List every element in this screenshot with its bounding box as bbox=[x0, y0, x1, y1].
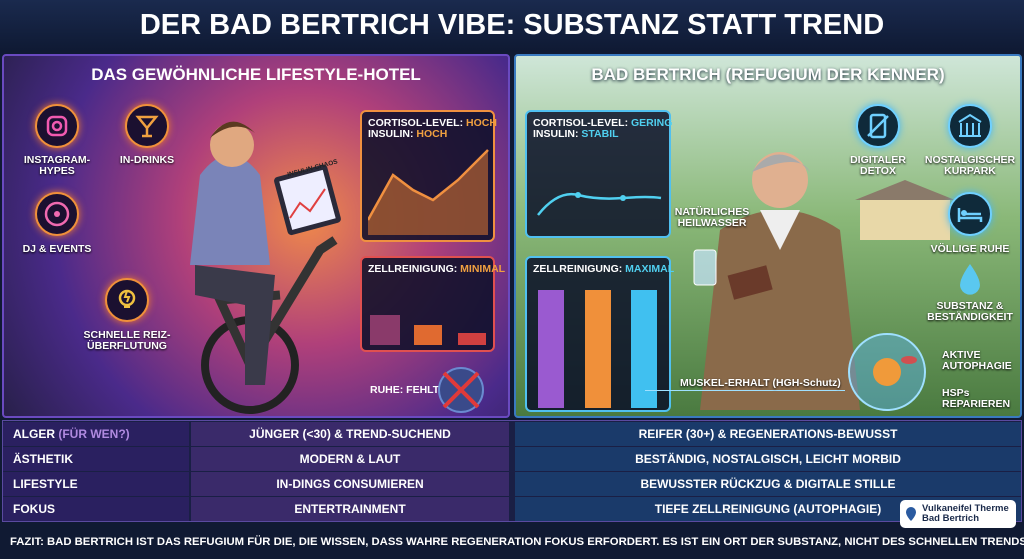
icon-label: IN-DRINKS bbox=[119, 154, 175, 166]
hormone-panel bbox=[525, 110, 671, 238]
label-line: BESTÄNDIGKEIT bbox=[927, 311, 1013, 324]
label-line: INSTAGRAM- bbox=[23, 154, 91, 166]
left-cell: ENTERTRAINMENT bbox=[191, 497, 509, 521]
cell-label: AKTIVE AUTOPHAGIE bbox=[942, 349, 1012, 373]
title-bar bbox=[0, 0, 1024, 50]
panel-value: STABIL bbox=[581, 128, 619, 141]
icon-label: SCHNELLE REIZ- ÜBERFLUTUNG bbox=[83, 329, 171, 353]
left-cell: MODERN & LAUT bbox=[191, 447, 509, 471]
cyclist-illustration bbox=[190, 121, 341, 414]
label-line: HEILWASSER bbox=[677, 217, 747, 230]
panel-text: ZELLREINIGUNG: MAXIMAL bbox=[533, 263, 675, 275]
icon-glyph bbox=[44, 201, 70, 227]
label-line: NOSTALGISCHER bbox=[924, 154, 1016, 166]
row-label: FOKUS bbox=[3, 497, 189, 521]
icon-glyph bbox=[46, 115, 68, 137]
pin-icon bbox=[906, 507, 916, 521]
panel-chart bbox=[370, 315, 486, 345]
panel-value: HOCH bbox=[416, 128, 448, 141]
right-cell: BESTÄNDIG, NOSTALGISCH, LEICHT MORBID bbox=[515, 447, 1021, 471]
panel-label: ZELLREINIGUNG: bbox=[368, 263, 458, 275]
icon-drinks bbox=[125, 104, 169, 148]
panel-value: MAXIMAL bbox=[625, 263, 675, 275]
panel-text: CORTISOL-LEVEL: GERING INSULIN: STABIL bbox=[533, 117, 673, 141]
icon-label: VÖLLIGE RUHE bbox=[930, 243, 1010, 255]
icon-glyph bbox=[958, 113, 982, 137]
badge-line: Vulkaneifel Therme bbox=[922, 503, 1009, 514]
icon-overload bbox=[105, 278, 149, 322]
panel-text: ZELLREINIGUNG: MINIMAL bbox=[368, 263, 506, 275]
label-line: SCHNELLE REIZ- bbox=[83, 329, 171, 341]
left-cell: JÜNGER (<30) & TREND-SUCHEND bbox=[191, 422, 509, 446]
right-cell: BEWUSSTER RÜCKZUG & DIGITALE STILLE bbox=[515, 472, 1021, 496]
icon-label: INSTAGRAM- HYPES bbox=[23, 154, 91, 178]
badge-line: Bad Bertrich bbox=[922, 513, 980, 525]
kurhaus-illustration bbox=[855, 180, 955, 240]
icon-label: DIGITALER DETOX bbox=[850, 154, 906, 178]
icon-label: SUBSTANZ & BESTÄNDIGKEIT bbox=[927, 300, 1013, 324]
panel-chart bbox=[537, 192, 662, 216]
label-line: KURPARK bbox=[944, 165, 996, 178]
right-heading: BAD BERTRICH (REFUGIUM DER KENNER) bbox=[591, 65, 945, 84]
right-cell: REIFER (30+) & REGENERATIONS-BEWUSST bbox=[515, 422, 1021, 446]
panel-label: INSULIN: bbox=[533, 128, 579, 141]
cell-label: HSPs REPARIEREN bbox=[942, 387, 1011, 411]
icon-glyph bbox=[135, 115, 159, 138]
label-line: NATÜRLICHES bbox=[674, 206, 750, 218]
icon-glyph bbox=[867, 113, 889, 139]
icon-detox bbox=[856, 104, 900, 148]
label-line: SUBSTANZ & bbox=[936, 300, 1004, 312]
icon-label: NOSTALGISCHER KURPARK bbox=[924, 154, 1016, 178]
icon-glyph bbox=[957, 208, 983, 222]
icon-dj bbox=[35, 192, 79, 236]
icon-kurpark bbox=[948, 104, 992, 148]
pointer-line bbox=[645, 390, 845, 391]
panel-text: CORTISOL-LEVEL: HOCH INSULIN: HOCH bbox=[368, 117, 497, 141]
fazit: FAZIT: BAD BERTRICH IST DAS REFUGIUM FÜR… bbox=[10, 536, 1024, 548]
label-line: AKTIVE bbox=[942, 349, 981, 361]
left-cell: IN-DINGS CONSUMIEREN bbox=[191, 472, 509, 496]
row-label-note: (FÜR WEN?) bbox=[58, 427, 130, 441]
rest-icon bbox=[438, 367, 484, 413]
panel-label: CORTISOL-LEVEL: bbox=[533, 117, 629, 129]
panel-chart bbox=[368, 149, 489, 235]
label-line: ÜBERFLUTUNG bbox=[87, 340, 167, 353]
label-line: DIGITALER bbox=[850, 154, 906, 166]
water-label: NATÜRLICHES HEILWASSER bbox=[674, 206, 750, 230]
panel-value: HOCH bbox=[466, 117, 497, 129]
rest-label: RUHE: FEHLT bbox=[370, 384, 440, 396]
muscle-label: MUSKEL-ERHALT (HGH-Schutz) bbox=[680, 377, 841, 389]
icon-instagram bbox=[35, 104, 79, 148]
icon-rest bbox=[948, 192, 992, 236]
panel-value: MINIMAL bbox=[460, 263, 506, 275]
label-line: REPARIEREN bbox=[942, 398, 1011, 411]
label-line: HYPES bbox=[39, 165, 75, 178]
label-line: AUTOPHAGIE bbox=[942, 360, 1012, 373]
row-label: ALGER (FÜR WEN?) bbox=[3, 422, 189, 446]
title: DER BAD BERTRICH VIBE: SUBSTANZ STATT TR… bbox=[139, 9, 885, 41]
left-heading: DAS GEWÖHNLICHE LIFESTYLE-HOTEL bbox=[91, 65, 421, 84]
label-line: DETOX bbox=[860, 165, 896, 178]
comparison-table: ALGER (FÜR WEN?) JÜNGER (<30) & TREND-SU… bbox=[2, 420, 1022, 522]
panel-label: INSULIN: bbox=[368, 128, 414, 141]
icon-glyph bbox=[118, 289, 136, 308]
location-badge: Vulkaneifel Therme Bad Bertrich bbox=[900, 500, 1016, 528]
row-label: ÄSTHETIK bbox=[3, 447, 189, 471]
man-illustration bbox=[693, 152, 860, 410]
icon-label: DJ & EVENTS bbox=[22, 243, 92, 255]
panel-value: GERING bbox=[631, 117, 673, 129]
panel-label: CORTISOL-LEVEL: bbox=[368, 117, 464, 129]
icon-drop bbox=[960, 264, 980, 295]
row-label: LIFESTYLE bbox=[3, 472, 189, 496]
panel-chart bbox=[538, 290, 657, 408]
panel-label: ZELLREINIGUNG: bbox=[533, 263, 623, 275]
label-line: HSPs bbox=[942, 387, 970, 399]
row-label-text: ALGER bbox=[13, 427, 55, 441]
cell-illustration bbox=[848, 333, 926, 411]
